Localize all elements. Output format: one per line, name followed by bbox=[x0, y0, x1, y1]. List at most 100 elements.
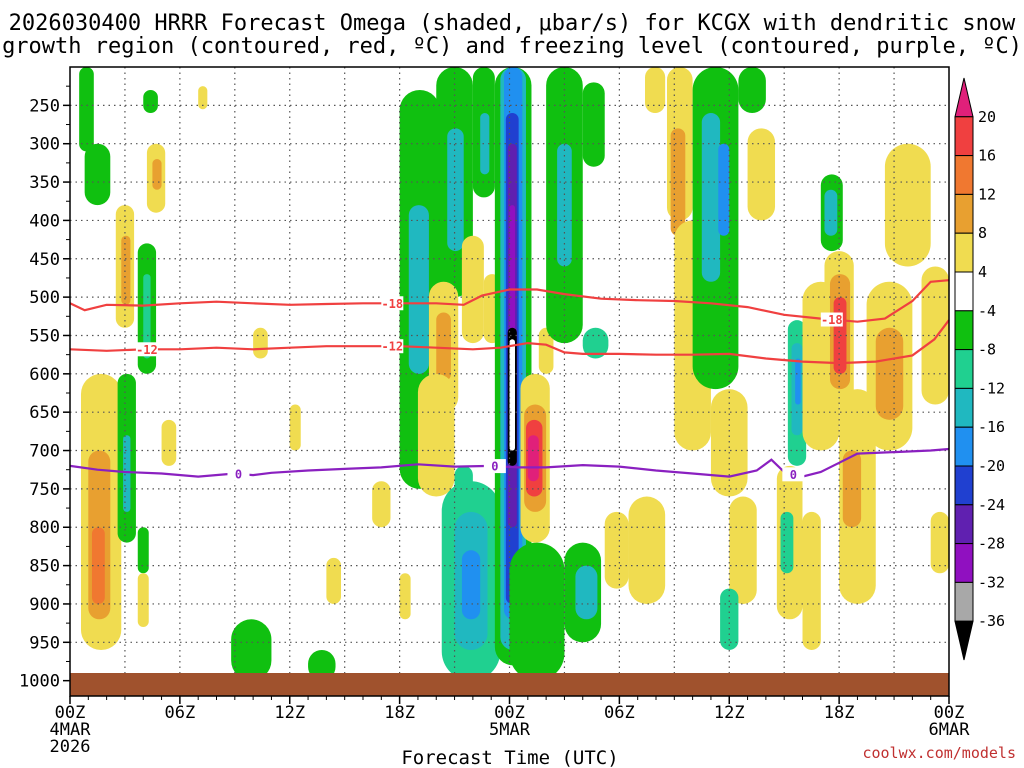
y-tick-label: 250 bbox=[29, 96, 60, 116]
x-tick-label-line: 4MAR bbox=[50, 720, 92, 740]
x-tick-label-line: 00Z bbox=[934, 703, 965, 723]
omega-cell bbox=[123, 435, 131, 512]
y-tick-label: 450 bbox=[29, 250, 60, 270]
x-tick-label: 12Z bbox=[714, 703, 745, 723]
omega-cell bbox=[399, 573, 411, 620]
x-tick-label-line: 00Z bbox=[494, 703, 525, 723]
contour-label: -18 bbox=[381, 297, 403, 311]
omega-cell bbox=[747, 128, 776, 221]
colorbar-swatch bbox=[954, 504, 974, 545]
colorbar-swatch bbox=[954, 426, 974, 467]
omega-cell bbox=[137, 573, 149, 627]
credit-text: coolwx.com/models bbox=[862, 744, 1016, 762]
omega-cell bbox=[538, 327, 554, 374]
colorbar-label: -4 bbox=[978, 302, 996, 320]
y-tick-label: 850 bbox=[29, 557, 60, 577]
omega-cell bbox=[417, 373, 455, 497]
contour-label: 0 bbox=[235, 467, 242, 481]
omega-cell bbox=[884, 143, 931, 267]
colorbar-swatch bbox=[954, 77, 974, 118]
contour-label-bg bbox=[135, 342, 158, 357]
omega-cell bbox=[253, 327, 268, 359]
omega-cell bbox=[84, 143, 111, 206]
x-tick-label-line: 12Z bbox=[274, 703, 305, 723]
omega-cell bbox=[143, 90, 158, 114]
y-tick-label: 300 bbox=[29, 135, 60, 155]
omega-cell bbox=[308, 649, 336, 681]
omega-cell bbox=[710, 389, 748, 497]
omega-cell bbox=[137, 527, 149, 574]
x-tick-label: 18Z bbox=[824, 703, 855, 723]
colorbar-label: -36 bbox=[978, 612, 1005, 630]
x-tick-label: 06Z bbox=[165, 703, 196, 723]
omega-cell bbox=[79, 67, 94, 152]
colorbar-label: -8 bbox=[978, 341, 996, 359]
contour-lines: -18 -18 -12 -12 0 0 0 bbox=[69, 279, 950, 482]
y-tick-label: 550 bbox=[29, 326, 60, 346]
y-tick-label: 1000 bbox=[19, 672, 60, 692]
omega-cell bbox=[720, 588, 739, 650]
contour-label-bg bbox=[381, 339, 404, 354]
colorbar-label: -20 bbox=[978, 457, 1005, 475]
colorbar-swatch bbox=[954, 232, 974, 273]
y-tick-label: 400 bbox=[29, 211, 60, 231]
colorbar-label: 20 bbox=[978, 108, 996, 126]
omega-cell bbox=[372, 481, 391, 528]
x-tick-label-line: 12Z bbox=[714, 703, 745, 723]
omega-cell bbox=[718, 143, 730, 236]
x-tick-label-line: 06Z bbox=[604, 703, 635, 723]
omega-cell bbox=[289, 404, 301, 451]
contour-label-bg bbox=[227, 466, 250, 481]
colorbar-label: 12 bbox=[978, 185, 996, 203]
omega-cell bbox=[604, 511, 629, 589]
contour-dendritic-bottom bbox=[69, 319, 950, 365]
contour-label: 0 bbox=[491, 460, 498, 474]
omega-cell bbox=[480, 113, 490, 175]
y-tick-label: 650 bbox=[29, 403, 60, 423]
omega-cell bbox=[161, 419, 177, 466]
colorbar-label: -12 bbox=[978, 379, 1005, 397]
x-tick-label-line: 2026 bbox=[50, 737, 91, 757]
contour-label: -18 bbox=[821, 313, 843, 327]
x-tick-label: 18Z bbox=[384, 703, 415, 723]
colorbar-label: -16 bbox=[978, 418, 1005, 436]
omega-cell bbox=[802, 511, 821, 650]
contour-label-bg bbox=[483, 459, 506, 474]
colorbar-label: 8 bbox=[978, 224, 987, 242]
contour-label-bg bbox=[381, 296, 404, 311]
omega-cell bbox=[143, 274, 151, 359]
x-tick-label-line: 18Z bbox=[824, 703, 855, 723]
colorbar-swatch bbox=[954, 155, 974, 195]
omega-cell bbox=[326, 557, 342, 604]
omega-cell bbox=[795, 358, 801, 405]
contour-label: -12 bbox=[136, 343, 158, 357]
omega-cell bbox=[509, 542, 565, 681]
omega-cell bbox=[670, 128, 686, 236]
colorbar-swatch bbox=[954, 116, 974, 157]
omega-cell bbox=[575, 565, 598, 620]
x-tick-label: 00Z 6MAR bbox=[929, 703, 971, 740]
y-axis: 250 300 350 400 450 500 550 600 650 700 750 800 850 9… bbox=[19, 85, 70, 692]
colorbar-swatch bbox=[954, 349, 974, 389]
y-tick-label: 950 bbox=[29, 633, 60, 653]
y-tick-label: 900 bbox=[29, 595, 60, 615]
y-tick-label: 750 bbox=[29, 480, 60, 500]
chart-title: 2026030400 HRRR Forecast Omega (shaded, … bbox=[2, 11, 1022, 59]
omega-cell bbox=[875, 327, 904, 420]
x-tick-label: 12Z bbox=[274, 703, 305, 723]
colorbar: 20 16 12 8 4 -4 -8 -12 -16 -20 -24 -28 -32 -36 bbox=[954, 77, 1005, 661]
x-tick-label-line: 6MAR bbox=[929, 720, 971, 740]
colorbar-label: -24 bbox=[978, 496, 1005, 514]
omega-cell bbox=[930, 511, 949, 574]
contour-label-bg bbox=[820, 312, 843, 327]
omega-cell bbox=[121, 235, 131, 305]
y-tick-label: 500 bbox=[29, 288, 60, 308]
contour-label: 0 bbox=[790, 468, 797, 482]
ground-surface bbox=[70, 673, 949, 696]
colorbar-label: -28 bbox=[978, 535, 1005, 553]
y-tick-label: 700 bbox=[29, 442, 60, 462]
title-line-2: growth region (contoured, red, ºC) and f… bbox=[2, 34, 1022, 59]
omega-cell bbox=[628, 496, 666, 604]
contour-label-bg bbox=[782, 467, 805, 482]
